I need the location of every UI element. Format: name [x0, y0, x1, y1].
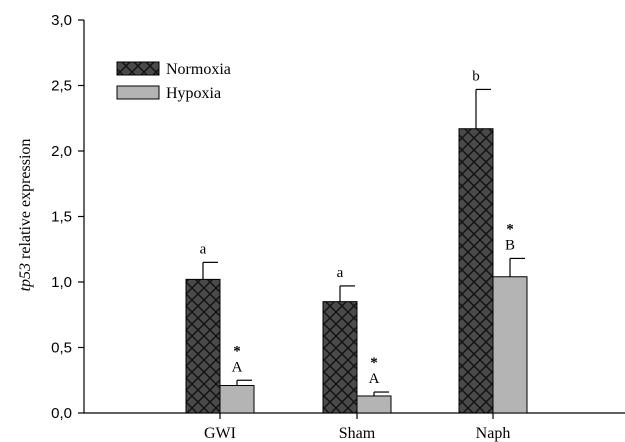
significance-asterisk: *	[233, 343, 241, 359]
significance-letter: B	[505, 237, 515, 253]
legend-swatch-hypoxia	[116, 85, 160, 100]
legend-swatch-normoxia	[116, 61, 160, 76]
bar-normoxia-gwi	[185, 278, 221, 414]
significance-letter: a	[200, 241, 207, 257]
y-tick-label: 0,0	[51, 405, 72, 422]
y-tick-label: 1,0	[51, 274, 72, 291]
y-axis-title: tp53 relative expression	[17, 139, 34, 292]
bar-hypoxia-gwi	[219, 384, 255, 414]
bars	[185, 88, 528, 414]
bar-normoxia-sham	[322, 301, 358, 414]
x-tick-label: Sham	[339, 425, 376, 442]
x-axis: GWI Sham Naph	[84, 412, 625, 442]
y-tick-label: 2,5	[51, 78, 72, 95]
legend-label-hypoxia: Hypoxia	[166, 85, 221, 102]
significance-letter: A	[232, 359, 243, 375]
significance-letter: A	[369, 371, 380, 387]
legend: Normoxia Hypoxia	[116, 61, 231, 102]
x-tick-label: Naph	[476, 425, 511, 442]
significance-letter: a	[337, 265, 344, 281]
legend-label-normoxia: Normoxia	[166, 61, 231, 78]
y-tick-label: 1,5	[51, 209, 72, 226]
bar-hypoxia-naph	[492, 276, 528, 414]
significance-asterisk: *	[506, 221, 514, 237]
bar-annotations: aA*aA*bB*	[200, 68, 515, 387]
y-axis: 0,0 0,5 1,0 1,5 2,0 2,5 3,0	[51, 12, 85, 422]
y-tick-label: 2,0	[51, 143, 72, 160]
bar-normoxia-naph	[458, 128, 494, 414]
bar-hypoxia-sham	[356, 395, 392, 414]
significance-asterisk: *	[370, 355, 378, 371]
y-tick-label: 0,5	[51, 340, 72, 357]
significance-letter: b	[472, 68, 480, 84]
y-tick-label: 3,0	[51, 12, 72, 29]
x-tick-label: GWI	[204, 425, 236, 442]
